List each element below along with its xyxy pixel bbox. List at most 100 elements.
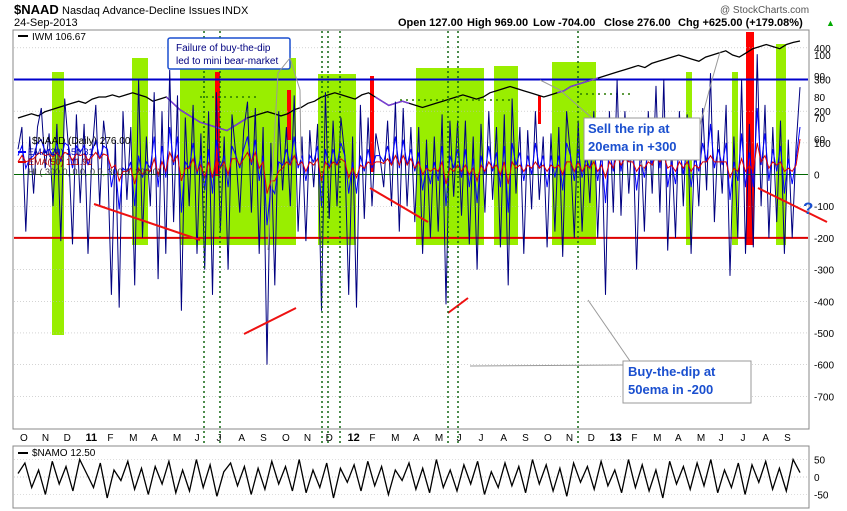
x-tick-label-17: M: [391, 433, 399, 444]
cycle-markers: [203, 31, 579, 507]
x-tick-label-14: D: [326, 433, 333, 444]
x-tick-label-16: F: [369, 433, 375, 444]
naad-series: [17, 54, 801, 365]
x-tick-label-15: 12: [348, 432, 360, 444]
y-tick-label-0: 400: [814, 44, 831, 55]
x-tick-label-30: A: [675, 433, 682, 444]
open-value: Open 127.00: [398, 17, 463, 29]
high-value: High 969.00: [467, 17, 528, 29]
sell-line-2: 20ema in +300: [588, 139, 677, 154]
hl-legend: HL( 300.0, 0.0, 0.0, 300.0, 300.0): [28, 167, 161, 177]
low-value: Low -704.00: [533, 17, 595, 29]
trend-line-2: [243, 307, 297, 335]
iwm-purple-segment-2: [557, 77, 599, 94]
iwm-tick-label-3: 70: [814, 114, 826, 125]
x-tick-label-34: A: [762, 433, 769, 444]
red-zone-1: [287, 90, 291, 140]
y-tick-label-2: 200: [814, 107, 831, 118]
iwm-tick-label-4: 60: [814, 135, 826, 146]
ema20-legend-swatch: [18, 151, 26, 153]
x-tick-label-22: A: [500, 433, 507, 444]
namo-y-axis: 50 0 -50: [814, 456, 829, 502]
chart-date: 24-Sep-2013: [14, 17, 78, 29]
namo-tick-label-1: 0: [814, 473, 820, 484]
green-zone-extension: [52, 244, 64, 335]
ema20-line: [17, 107, 801, 226]
sell-annotation: Sell the rip at 20ema in +300: [539, 51, 721, 173]
brand-label: @ StockCharts.com: [720, 5, 809, 16]
iwm-purple-segment-0: [165, 96, 248, 132]
failure-line-1: Failure of buy-the-dip: [176, 43, 271, 54]
change-value: Chg +625.00 (+179.08%): [678, 17, 803, 29]
x-tick-label-1: N: [42, 433, 49, 444]
trend-line-0: [93, 203, 201, 241]
x-tick-label-31: M: [697, 433, 705, 444]
x-tick-label-35: S: [784, 433, 791, 444]
x-tick-label-23: S: [522, 433, 529, 444]
x-tick-label-25: N: [566, 433, 573, 444]
x-tick-label-13: N: [304, 433, 311, 444]
y-tick-label-3: 100: [814, 139, 831, 150]
reference-lines: [14, 78, 808, 239]
trend-lines: [93, 187, 828, 335]
buy-line-1: Buy-the-dip at: [628, 364, 716, 379]
iwm-tick-label-2: 80: [814, 93, 826, 104]
iwm-legend: IWM 106.67: [32, 32, 86, 43]
x-tick-label-32: J: [719, 433, 724, 444]
y-tick-label-6: -200: [814, 234, 834, 245]
green-zone-2: [180, 58, 296, 245]
buy-line-2: 50ema in -200: [628, 382, 713, 397]
iwm-tick-label-0: 100: [814, 51, 831, 62]
x-tick-label-4: F: [107, 433, 113, 444]
trend-line-3: [447, 297, 469, 314]
sell-line-1: Sell the rip at: [588, 121, 670, 136]
failure-line-2: led to mini bear-market: [176, 56, 278, 67]
x-tick-label-26: D: [588, 433, 595, 444]
x-tick-label-7: M: [173, 433, 181, 444]
x-tick-label-33: J: [741, 433, 746, 444]
trend-line-4: [757, 187, 828, 223]
ema50-legend-swatch: [18, 161, 26, 163]
y-tick-label-4: 0: [814, 171, 820, 182]
x-tick-label-5: M: [129, 433, 137, 444]
y-axis: 400 300 200 100 0 -100 -200 -300 -400 -500 -600 -70…: [814, 44, 834, 403]
naad-line: [17, 54, 801, 365]
red-zone-3: [538, 96, 541, 124]
question-mark: ?: [803, 199, 813, 218]
x-tick-label-19: M: [435, 433, 443, 444]
namo-tick-label-2: -50: [814, 491, 829, 502]
up-arrow-icon: ▲: [826, 18, 835, 28]
x-tick-label-0: O: [20, 433, 28, 444]
x-tick-label-27: 13: [610, 432, 622, 444]
namo-tick-label-0: 50: [814, 456, 826, 467]
red-zone-2: [370, 76, 374, 172]
x-tick-label-20: J: [457, 433, 462, 444]
close-value: Close 276.00: [604, 17, 671, 29]
failure-annotation: Failure of buy-the-dip led to mini bear-…: [167, 37, 302, 251]
x-tick-label-29: M: [653, 433, 661, 444]
chart-name: Nasdaq Advance-Decline Issues: [62, 5, 221, 17]
x-tick-label-11: S: [260, 433, 267, 444]
x-tick-label-9: J: [217, 433, 222, 444]
trend-line-1: [369, 187, 429, 223]
y-tick-label-5: -100: [814, 202, 834, 213]
iwm-series: [17, 40, 801, 132]
y-tick-label-8: -400: [814, 297, 834, 308]
chart-exchange: INDX: [222, 5, 249, 17]
namo-line: [17, 457, 801, 499]
iwm-tick-label-1: 90: [814, 72, 826, 83]
namo-series: [14, 457, 808, 499]
y-tick-label-11: -700: [814, 392, 834, 403]
chart-symbol: $NAAD: [14, 2, 59, 17]
x-tick-label-24: O: [544, 433, 552, 444]
ema50-line: [17, 139, 801, 194]
ema20-legend: EMA(20) 150.31: [28, 147, 94, 157]
x-tick-label-28: F: [631, 433, 637, 444]
buy-annotation: Buy-the-dip at 50ema in -200: [469, 299, 752, 404]
x-tick-label-2: D: [64, 433, 71, 444]
namo-panel: [12, 445, 810, 509]
y-tick-label-1: 300: [814, 76, 831, 87]
x-tick-label-8: J: [195, 433, 200, 444]
namo-legend: $NAMO 12.50: [32, 448, 96, 459]
